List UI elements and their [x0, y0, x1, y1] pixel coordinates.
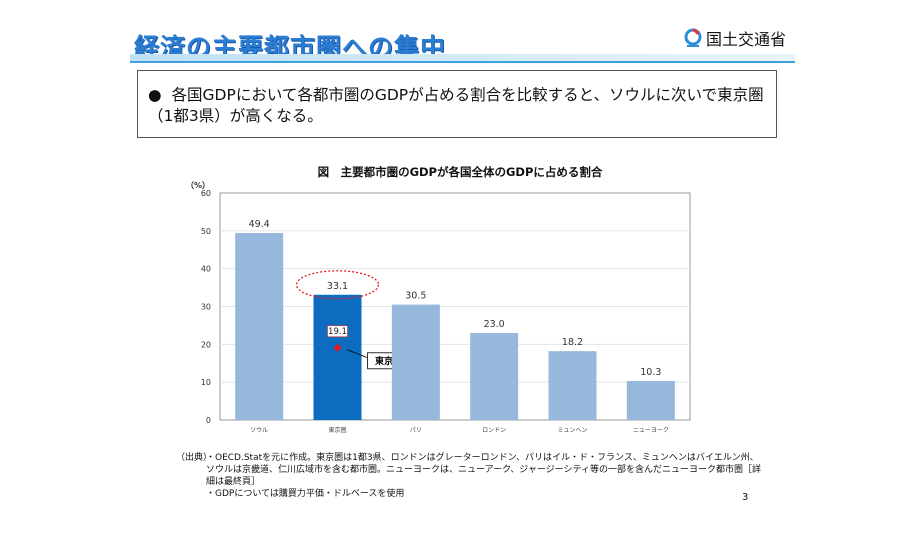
data-label: 23.0: [484, 319, 505, 330]
data-label: 30.5: [405, 291, 426, 302]
annotation-value: 19.1: [328, 327, 347, 337]
bullet: ●: [148, 86, 162, 104]
source-line: ・OECD.Statを元に作成。東京圏は1都3県、ロンドンはグレーターロンドン、…: [206, 453, 761, 487]
summary-text: 各国GDPにおいて各都市圏のGDPが占める割合を比較すると、ソウルに次いで東京圏…: [148, 86, 764, 125]
x-tick-label: ソウル: [250, 426, 268, 434]
annotation-arrow: [347, 349, 368, 359]
ministry-name: 国土交通省: [706, 30, 787, 49]
bar: [235, 233, 284, 420]
data-label: 33.1: [327, 281, 348, 292]
x-tick-label: ニューヨーク: [633, 427, 669, 434]
bar: [313, 294, 362, 420]
mlit-logo-icon: [684, 28, 702, 47]
source-lead: （出典）: [176, 453, 213, 463]
x-tick-label: 東京圏: [328, 426, 346, 434]
summary-box: ● 各国GDPにおいて各都市圏のGDPが占める割合を比較すると、ソウルに次いで東京…: [137, 70, 777, 138]
y-tick-label: 50: [201, 227, 211, 236]
y-axis-label: （%）: [186, 180, 210, 190]
y-tick-label: 30: [201, 303, 211, 312]
bar: [548, 351, 597, 420]
bar: [391, 304, 440, 420]
y-tick-label: 40: [201, 265, 211, 274]
highlight-ellipse: [295, 270, 380, 300]
x-tick-label: ミュンヘン: [557, 427, 587, 434]
bar: [626, 381, 675, 420]
y-tick-label: 0: [206, 416, 211, 425]
annotation-value-box: [327, 325, 348, 338]
y-tick-label: 10: [201, 378, 211, 387]
page-number: 3: [742, 492, 749, 503]
ministry-logo: 国土交通省: [684, 26, 786, 50]
data-label: 10.3: [640, 367, 661, 378]
x-tick-label: パリ: [410, 427, 422, 434]
data-label: 18.2: [562, 337, 583, 348]
title-band: [130, 54, 795, 61]
source-note: （出典） ・OECD.Statを元に作成。東京圏は1都3県、ロンドンはグレーター…: [176, 452, 766, 500]
source-line: ・GDPについては購買力平価・ドルベースを使用: [206, 489, 405, 499]
title-underline: [130, 61, 795, 63]
data-label: 49.4: [249, 219, 270, 230]
chart-title: 図 主要都市圏のGDPが各国全体のGDPに占める割合: [317, 165, 603, 179]
y-tick-label: 60: [201, 189, 211, 198]
x-tick-label: ロンドン: [482, 427, 506, 434]
bar: [470, 332, 519, 420]
y-tick-label: 20: [201, 340, 211, 349]
tokyo-marker: [333, 343, 342, 352]
